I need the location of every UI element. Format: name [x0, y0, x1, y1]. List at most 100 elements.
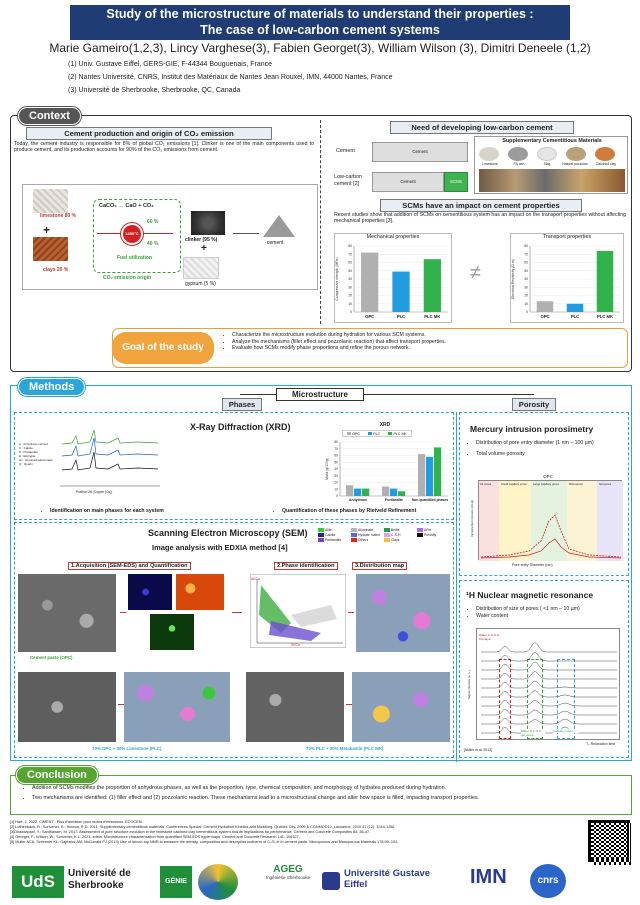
sem-arrow-1 [120, 612, 126, 613]
pct-60: 60 % [147, 219, 159, 225]
sem-legend-label: Alite [325, 528, 332, 532]
mip-label-air: Air pores [480, 482, 492, 486]
sem-legend-item: Others [351, 538, 384, 542]
mip-label-micro: Micropores [569, 482, 583, 486]
context-section [10, 115, 632, 372]
xrd-legend-4: E : Ettringite [19, 454, 36, 458]
sem-legend-label: Portlandite [325, 538, 342, 542]
kiln-arrow-in [97, 233, 121, 234]
mip-region-small-cap [499, 481, 531, 561]
xrd-pattern: A : Anhydrous cement C : Calcite P : Por… [18, 424, 168, 504]
sem-step-2: 2.Phase identification [274, 562, 338, 570]
nmr-chart: Water in C-S-H interlayer Water in C-S-H… [476, 628, 620, 740]
nmr-item-2: Water content [476, 613, 626, 620]
mip-region-micro [567, 481, 597, 561]
xrd-heading: X-Ray Diffraction (XRD) [190, 422, 291, 432]
phase-y-axis: Al/Ca [251, 577, 260, 581]
scm-slag-image [537, 147, 557, 161]
bar-opc [346, 485, 354, 496]
nmr-list: Distribution of size of pores ( <1 nm – … [466, 606, 626, 619]
sem-step-1: 1.Acquisition (SEM-EDS) and Quantificati… [68, 562, 191, 570]
eiffel-logo-mark [322, 872, 340, 890]
nmr-item-1: Distribution of size of pores ( <1 nm – … [476, 606, 626, 613]
cement-pile-icon [263, 215, 295, 237]
xrd-legend-6: Q : Quartz [19, 462, 33, 466]
mip-item-2: Total volume porosity [476, 451, 626, 458]
title-line-2: The case of low-carbon cement systems [200, 22, 440, 37]
cement-label: cement [267, 240, 284, 246]
sem-legend-swatch [384, 528, 390, 532]
context-tag: Context [18, 107, 81, 125]
xrd-legend-5: Hc : Hemicarboaluminate [19, 458, 53, 462]
mip-item-1: Distribution of pore entry diameter (1 n… [476, 440, 626, 447]
sem-bse-opc [18, 574, 116, 652]
y-tick-label: 60 [524, 261, 528, 265]
goal-item-1: Characterize the microstructure evolutio… [232, 332, 622, 339]
low-carbon-row-label: Low-carbon cement [2] [334, 174, 363, 187]
y-tick-label: 80 [334, 440, 338, 444]
conclusion-list: Addition of SCMs modifies the proportion… [22, 785, 628, 801]
legend-plcmk: PLC MK [388, 431, 407, 436]
title-line-1: Study of the microstructure of materials… [106, 7, 534, 21]
bar-plc [392, 271, 410, 312]
x-tick-label: Anhydrous [349, 498, 367, 502]
y-tick-label: 70 [524, 252, 528, 256]
nmr-curve [481, 642, 617, 653]
clays-image [33, 237, 68, 261]
mip-curves [480, 514, 622, 559]
mip-chart: Air pores Small capillary pores Large ca… [478, 480, 623, 561]
y-tick-label: 50 [348, 269, 352, 273]
xrd-chart-legend: OPC PLC PLC MK [342, 430, 412, 437]
sem-legend-swatch [384, 538, 390, 542]
sem-legend-swatch [384, 533, 390, 537]
sem-legend-swatch [318, 538, 324, 542]
sem-distribution-plc [124, 672, 230, 742]
qr-code[interactable] [588, 820, 633, 865]
sem-caption-plcmk: 70% PLC + 30% Metakaolin (PLC MK) [306, 746, 384, 751]
cement-row-label: Cement [336, 148, 355, 154]
limestone-image [33, 189, 68, 213]
bar-plc [566, 303, 584, 312]
conclusion-section [10, 775, 632, 815]
xrd-pattern-svg [60, 429, 160, 487]
bar-plc-mk [398, 491, 406, 496]
round-logo [198, 864, 238, 900]
nmr-ylabel: Signal intensity (a. u.) [467, 670, 471, 700]
y-axis-label: Mass (g/100g) [325, 458, 329, 480]
sem-legend-label: Porosity [424, 533, 437, 537]
nmr-ref: [Muller et al. 2013] [464, 748, 492, 752]
scm-pozzolan-image [566, 147, 586, 161]
y-axis-label: Electrical Resistivity (Ω.m) [511, 259, 515, 298]
phase-id-plot: Si/Ca Al/Ca [250, 574, 346, 648]
xrd-quant-list: Quantification of these phases by Rietve… [272, 508, 416, 515]
sem-map-green [150, 614, 194, 650]
sem-legend-item: Aluminate [351, 528, 384, 532]
cement-arrow [233, 233, 259, 234]
reference-1: [1] Hart, J. 2022. CIMENT : Plus d'ambit… [10, 820, 143, 824]
mip-chart-title: OPC [543, 474, 553, 479]
y-tick-label: 30 [524, 285, 528, 289]
affiliation-1: (1) Univ. Gustave Eiffel, GERS-GIE, F-44… [68, 61, 272, 68]
xrd-legend-3: P : Portlandite [19, 450, 38, 454]
x-tick-label: PLC [571, 314, 579, 319]
scm-photos [479, 169, 625, 192]
y-tick-label: 40 [524, 277, 528, 281]
sem-legend-item: Hydrate matrix [351, 533, 384, 537]
sem-legend-item: Calcite [318, 533, 351, 537]
nmr-xlabel: T₂ Relaxation time [586, 742, 616, 746]
gypsum-label: gypsum (5 %) [185, 281, 216, 287]
cement-production-text: Today, the cement industry is responsibl… [14, 141, 314, 154]
scm-item-4: Natural pozzolan [562, 162, 588, 166]
nmr-curve [481, 726, 617, 734]
ageg-logo: AGEG Ingénierie Sherbrooke [262, 864, 314, 898]
cement-diagram: limestone 80 % + clays 20 % CaCO₃ → CaO … [22, 184, 318, 290]
clinker-image [191, 211, 225, 235]
nmr-capillary-box [557, 659, 575, 739]
limestone-label: limestone 80 % [40, 213, 77, 219]
bar-plc-mk [362, 488, 370, 496]
y-tick-label: 10 [334, 487, 338, 491]
sem-legend-item: Clays [384, 538, 417, 542]
y-tick-label: 20 [524, 294, 528, 298]
sem-legend: Alite Aluminate Belite AFm Calcite Hydrate ma… [318, 528, 452, 550]
sem-legend-label: C-S-H [391, 533, 401, 537]
